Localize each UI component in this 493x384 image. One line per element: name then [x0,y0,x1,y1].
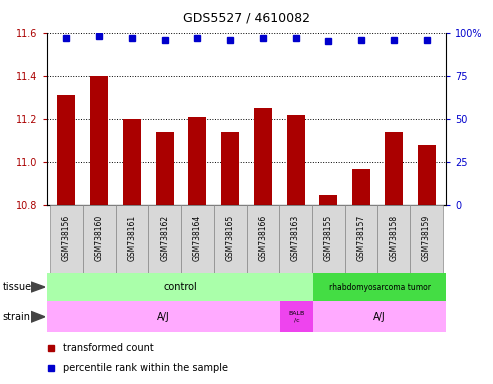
Text: GSM738166: GSM738166 [258,215,267,261]
Text: GSM738164: GSM738164 [193,215,202,261]
Text: GSM738155: GSM738155 [324,215,333,261]
Text: GDS5527 / 4610082: GDS5527 / 4610082 [183,12,310,25]
Bar [385,132,403,205]
Bar [378,205,410,273]
Text: GSM738158: GSM738158 [389,215,398,261]
Bar [312,205,345,273]
Bar [188,117,207,205]
Text: GSM738162: GSM738162 [160,215,169,261]
Bar [279,205,312,273]
Bar [156,132,174,205]
Bar [148,205,181,273]
Text: tissue: tissue [2,282,32,292]
Bar [181,205,214,273]
Bar [345,205,378,273]
Bar [221,132,239,205]
Text: transformed count: transformed count [63,343,153,353]
Bar [313,301,446,332]
Bar [280,301,313,332]
Bar [352,169,370,205]
Text: GSM738163: GSM738163 [291,215,300,261]
Bar [286,115,305,205]
Text: percentile rank within the sample: percentile rank within the sample [63,363,228,373]
Text: BALB
/c: BALB /c [288,311,305,322]
Bar [50,205,83,273]
Bar [410,205,443,273]
Text: GSM738157: GSM738157 [356,215,366,261]
Text: GSM738161: GSM738161 [127,215,137,261]
Bar [418,145,435,205]
Bar [123,119,141,205]
Bar [83,205,115,273]
Bar [115,205,148,273]
Bar [90,76,108,205]
Text: GSM738159: GSM738159 [422,215,431,261]
Text: A/J: A/J [373,312,386,322]
Bar [254,108,272,205]
Polygon shape [31,311,45,322]
Text: GSM738160: GSM738160 [95,215,104,261]
Polygon shape [31,282,45,292]
Text: control: control [163,282,197,292]
Bar [47,301,280,332]
Text: A/J: A/J [157,312,170,322]
Bar [47,273,313,301]
Text: rhabdomyosarcoma tumor: rhabdomyosarcoma tumor [329,283,430,291]
Bar [246,205,279,273]
Bar [313,273,446,301]
Text: strain: strain [2,312,31,322]
Bar [58,95,75,205]
Text: GSM738156: GSM738156 [62,215,71,261]
Bar [319,195,337,205]
Text: GSM738165: GSM738165 [226,215,235,261]
Bar [214,205,246,273]
